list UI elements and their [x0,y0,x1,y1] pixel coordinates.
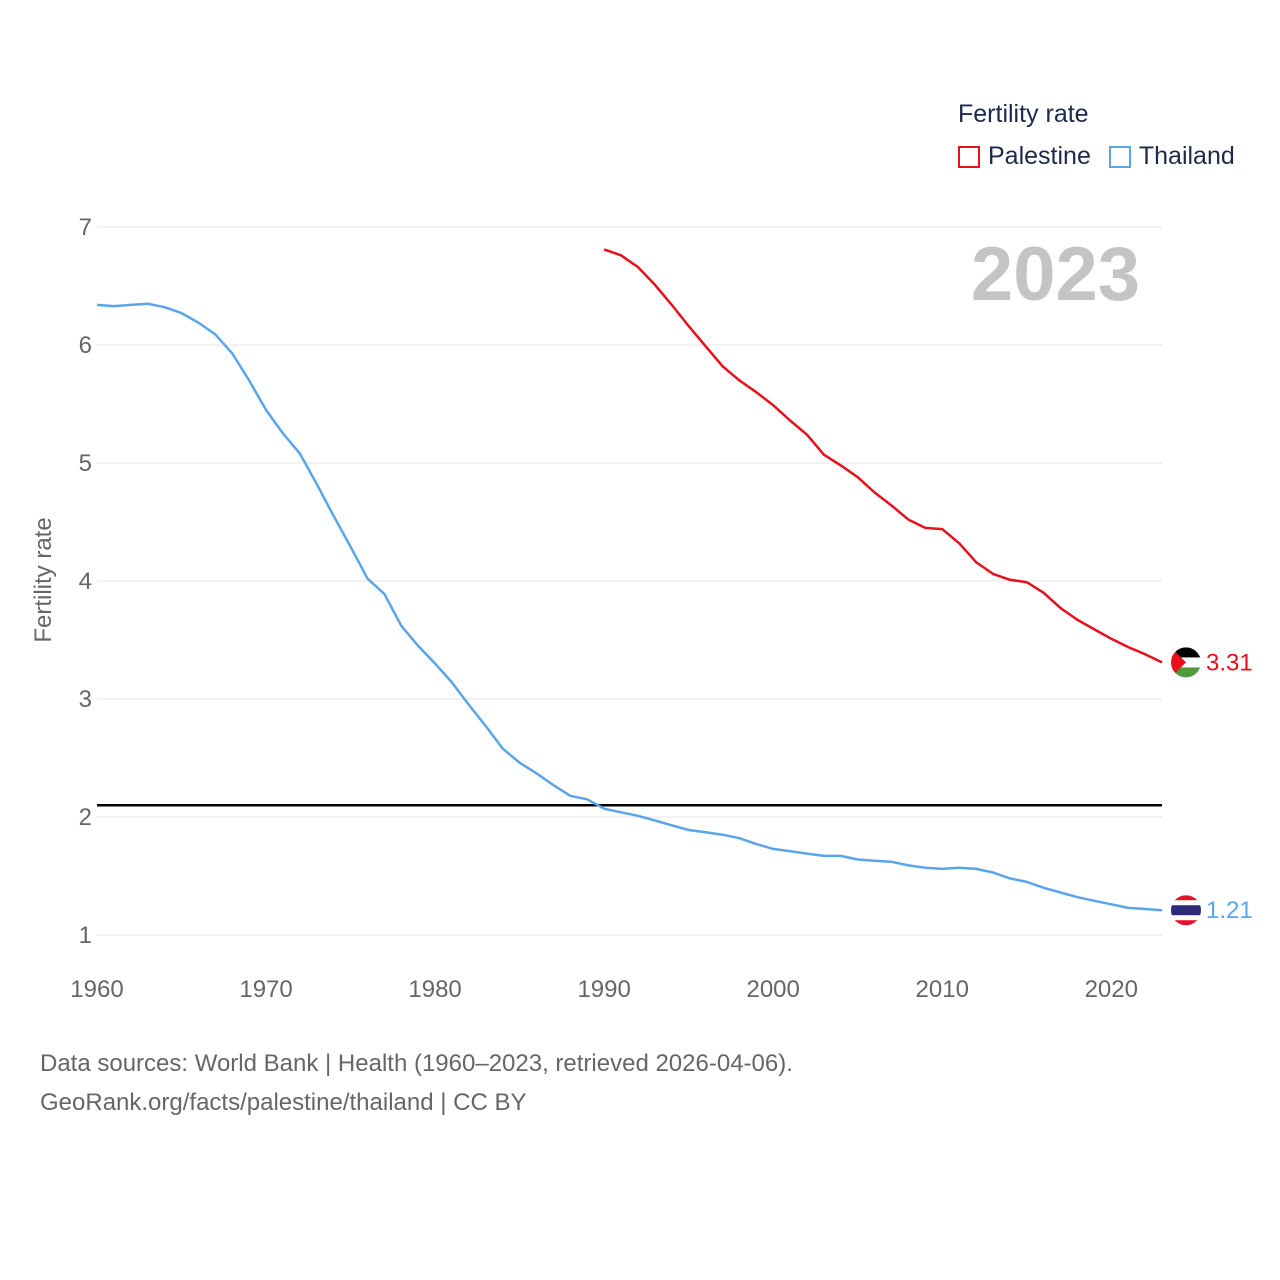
y-tick-label-5: 5 [79,450,92,477]
legend-title: Fertility rate [958,100,1089,128]
x-tick-label-1980: 1980 [408,976,461,1003]
end-label-thailand: 1.21 [1206,897,1253,924]
legend-swatch-palestine [958,145,980,168]
x-tick-label-1990: 1990 [577,976,630,1003]
data-sources-text: Data sources: World Bank | Health (1960–… [40,1050,793,1077]
legend: Palestine Thailand [958,142,1253,171]
y-tick-label-1: 1 [79,922,92,949]
x-tick-label-2020: 2020 [1085,976,1138,1003]
y-tick-label-2: 2 [79,804,92,831]
legend-item-thailand[interactable]: Thailand [1108,142,1235,171]
palestine-flag-icon [1171,647,1201,678]
source-url-text: GeoRank.org/facts/palestine/thailand | C… [40,1089,527,1116]
y-tick-label-3: 3 [79,686,92,713]
footer: Data sources: World Bank | Health (1960–… [40,1044,793,1122]
end-label-palestine: 3.31 [1206,649,1253,676]
year-watermark: 2023 [971,232,1140,317]
legend-label-thailand: Thailand [1138,142,1235,170]
x-tick-label-2000: 2000 [746,976,799,1003]
y-axis-label: Fertility rate [30,517,57,642]
y-tick-label-4: 4 [79,568,92,595]
series-line-thailand [96,302,1163,912]
legend-swatch-thailand [1108,145,1131,168]
x-tick-label-1960: 1960 [70,976,123,1003]
x-tick-label-2010: 2010 [916,976,969,1003]
y-tick-label-7: 7 [79,214,92,241]
legend-label-palestine: Palestine [988,142,1091,170]
y-tick-label-6: 6 [79,332,92,359]
thailand-flag-icon [1171,895,1201,926]
x-tick-label-1970: 1970 [239,976,292,1003]
legend-item-palestine[interactable]: Palestine [958,142,1091,171]
series-line-palestine [603,248,1163,664]
